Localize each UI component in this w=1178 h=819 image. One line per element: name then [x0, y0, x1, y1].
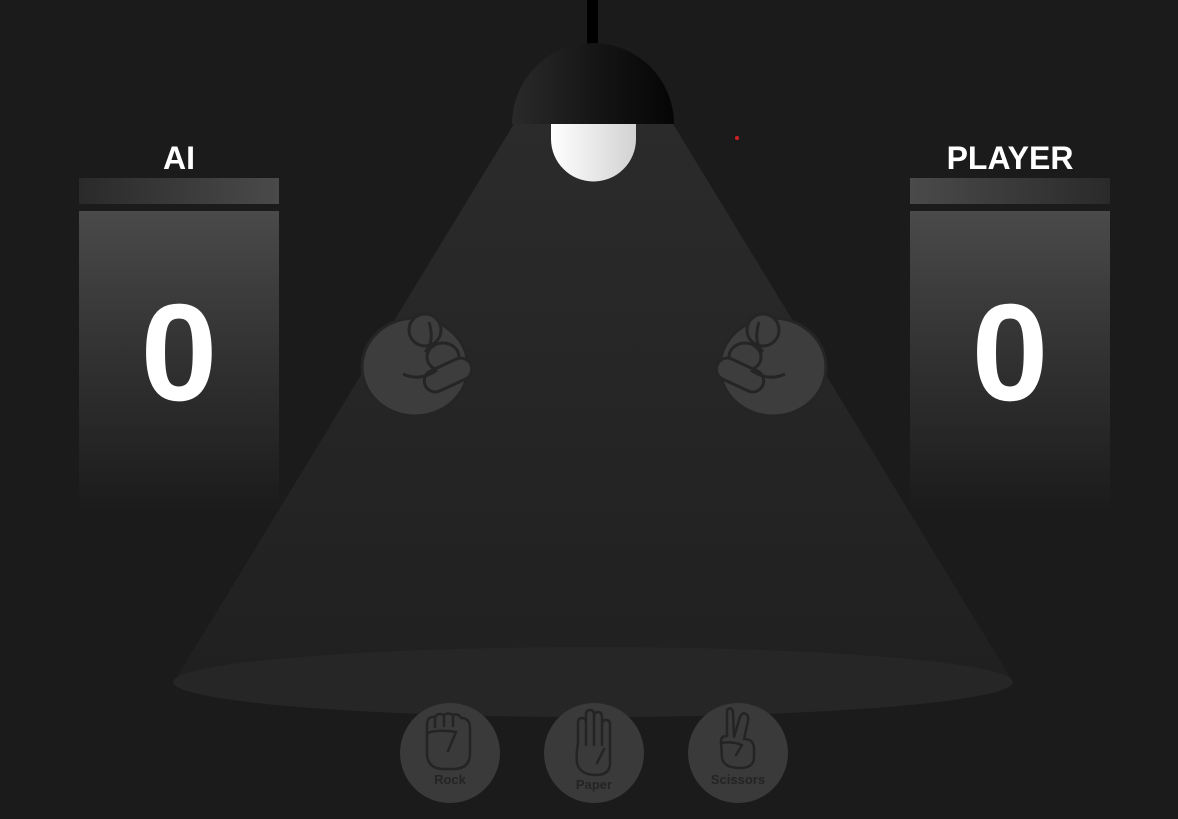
paper-label: Paper [575, 777, 613, 792]
player-score-value: 0 [971, 276, 1049, 430]
scissors-hand-icon [719, 707, 756, 770]
paper-button[interactable]: Paper [544, 703, 644, 803]
rock-button[interactable]: Rock [400, 703, 500, 803]
player-hand-icon [714, 312, 828, 418]
ai-label: AI [163, 140, 195, 176]
lamp-cord [587, 0, 598, 44]
scissors-button[interactable]: Scissors [688, 703, 788, 803]
player-score-cap [910, 178, 1110, 204]
player-score-board: 0 [910, 211, 1110, 511]
scissors-label: Scissors [710, 772, 766, 787]
light-pool [173, 647, 1013, 717]
player-score-panel: PLAYER 0 [910, 140, 1110, 511]
ai-score-board: 0 [79, 211, 279, 511]
ai-score-cap [79, 178, 279, 204]
rock-hand-icon [425, 712, 472, 771]
lamp-shade [512, 43, 674, 124]
light-beam [174, 124, 1013, 682]
rock-label: Rock [434, 772, 466, 787]
indicator-dot [735, 136, 739, 140]
light-bulb [551, 124, 636, 182]
player-label: PLAYER [946, 140, 1074, 176]
ai-score-value: 0 [140, 276, 218, 430]
ai-hand-icon [360, 312, 474, 418]
ai-score-panel: AI 0 [79, 140, 279, 511]
paper-hand-icon [575, 708, 612, 777]
